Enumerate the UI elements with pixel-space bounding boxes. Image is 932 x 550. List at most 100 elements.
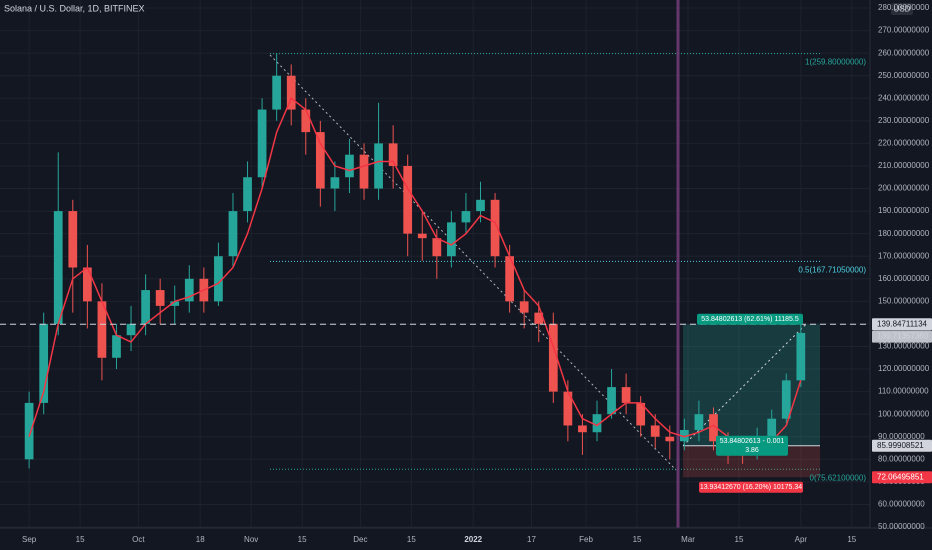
candle-body [257,109,267,178]
candle-body [417,233,427,239]
x-tick-label: Apr [795,535,808,544]
trend-line [269,54,677,471]
price-tag [872,439,932,452]
candle-body [53,211,63,324]
target-label-text: 53.84802613 (62.61%) 11185.5 [701,316,799,323]
candle-body [126,323,136,336]
currency-badge[interactable] [891,3,913,15]
y-tick-label: 170.00000000 [878,251,930,260]
candle-body [592,414,602,433]
y-tick-label: 130.00000000 [878,342,930,351]
candle-body [781,380,791,419]
currency-label[interactable]: USD [894,5,911,14]
candle-body [519,301,529,313]
candle-body [330,177,340,189]
candle-body [490,199,500,257]
candle-body [665,436,675,442]
position-diagonal [682,323,807,447]
candle-body [184,278,194,302]
entry-label-text: 53.84802613 - 0.001 [720,438,785,445]
y-tick-label: 230.00000000 [878,116,930,125]
y-tick-label: 120.00000000 [878,364,930,373]
y-tick-label: 150.00000000 [878,296,930,305]
price-tag-label: 72.06495851 [877,472,924,481]
x-tick-label: 15 [735,535,744,544]
candle-body [432,238,442,257]
candle-body [476,199,485,212]
candle-body [578,425,587,433]
candle-body [39,323,49,403]
x-tick-label: 15 [76,535,85,544]
price-tag [872,330,932,343]
y-tick-label: 160.00000000 [878,274,930,283]
y-tick-label: 60.00000000 [878,500,925,509]
candle-body [607,387,616,415]
candle-body [170,301,180,306]
stop-label-text: 13.93412670 (16.20%) 10175.34 [700,484,802,491]
candle-body [767,418,777,437]
x-tick-label: Sep [22,535,37,544]
candle-body [694,414,704,430]
x-tick-label: Dec [353,535,367,544]
y-tick-label: 80.00000000 [878,454,925,463]
y-tick-label: 260.00000000 [878,48,930,57]
candle-body [447,222,456,257]
x-tick-label: 15 [633,535,642,544]
x-tick-label: Feb [579,535,593,544]
price-tag-label: 85.99908521 [877,441,924,450]
y-tick-label: 240.00000000 [878,93,930,102]
candle-body [621,387,631,403]
candle-body [650,425,660,437]
candle-body [24,402,34,460]
y-tick-label: 110.00000000 [878,387,929,396]
y-tick-label: 50.00000000 [878,522,925,531]
candle-body [388,143,398,166]
x-tick-label: 18 [196,535,205,544]
candle-body [112,335,121,358]
x-tick-label: Oct [132,535,145,544]
y-tick-label: 190.00000000 [878,206,930,215]
candle-body [214,256,223,302]
x-tick-label: 15 [847,535,856,544]
candle-body [243,177,252,212]
candle-body [374,143,383,189]
candle-body [97,301,107,358]
candle-body [82,267,92,302]
candle-body [403,165,413,234]
x-tick-label: Mar [681,535,695,544]
price-tag-label: 139.84711134 [877,319,928,328]
x-tick-label: 17 [527,535,536,544]
y-tick-label: 100.00000000 [878,409,930,418]
candle-body [315,132,325,189]
y-tick-label: 180.00000000 [878,229,930,238]
fib-label: 0(75.62100000) [810,473,867,482]
y-tick-label: 280.00000000 [878,3,930,12]
y-tick-label: 210.00000000 [878,161,930,170]
candle-body [679,429,689,442]
stop-label-box [699,481,803,493]
candle-body [796,332,806,381]
candle-body [505,256,514,302]
candle-body [345,154,354,178]
x-tick-label: 2022 [464,535,482,544]
candle-body [272,75,282,110]
candle-body [141,290,150,324]
y-tick-label: 270.00000000 [878,26,930,35]
y-tick-label: 250.00000000 [878,71,930,80]
candle-body [155,290,165,306]
candle-body [709,414,718,442]
moving-average [28,97,802,449]
candle-body [359,154,369,189]
y-tick-label: 200.00000000 [878,184,930,193]
chart-title: Solana / U.S. Dollar, 1D, BITFINEX [4,3,145,13]
price-tag [872,318,932,331]
price-tag [872,471,932,484]
fib-label: 0.5(167.71050000) [798,266,866,275]
candle-body [228,211,238,257]
candle-body [461,211,471,223]
y-tick-label: 220.00000000 [878,139,930,148]
candle-body [301,109,311,133]
x-tick-label: Nov [244,535,258,544]
